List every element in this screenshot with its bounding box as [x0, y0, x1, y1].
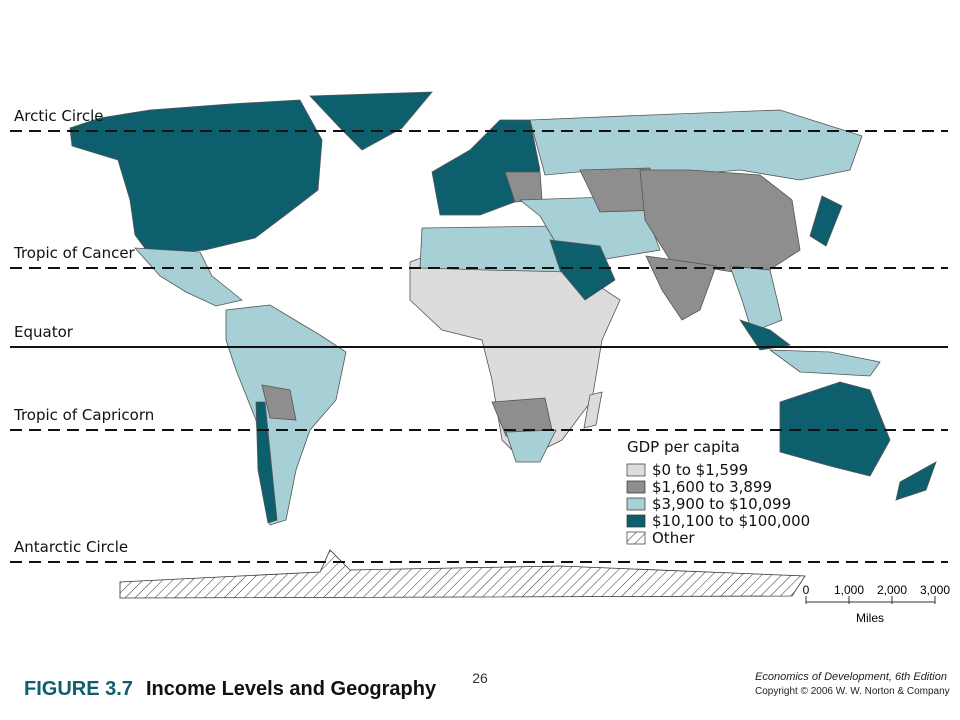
figure-title: Income Levels and Geography: [146, 678, 437, 700]
latitude-label: Antarctic Circle: [14, 538, 128, 556]
legend-swatch: [626, 463, 646, 477]
latitude-label: Arctic Circle: [14, 107, 104, 125]
china: [639, 169, 801, 277]
legend-title: GDP per capita: [627, 438, 740, 456]
legend-swatch: [626, 514, 646, 528]
india: [645, 255, 717, 321]
scale-label: 1,000: [834, 583, 864, 597]
antarctica: [119, 549, 806, 599]
scale-label: 0: [803, 583, 810, 597]
saudi-arabia: [549, 239, 616, 301]
chile: [255, 401, 278, 524]
scale-unit: Miles: [856, 611, 884, 625]
copyright: Copyright © 2006 W. W. Norton & Company: [755, 686, 950, 697]
book-title: Economics of Development, 6th Edition: [755, 671, 947, 683]
north-america: [69, 99, 323, 256]
world-map: [69, 91, 937, 599]
new-zealand: [895, 461, 937, 501]
scale-bar: Miles 0 1,000 2,000 3,000: [803, 583, 951, 625]
figure-label: FIGURE 3.7: [24, 678, 133, 700]
legend-label: $3,900 to $10,099: [652, 495, 791, 513]
legend-label: $0 to $1,599: [652, 461, 748, 479]
legend-label: $10,100 to $100,000: [652, 512, 810, 530]
greenland: [309, 91, 433, 151]
latitude-lines: Arctic Circle Tropic of Cancer Equator Trop…: [10, 107, 948, 563]
japan: [809, 195, 843, 247]
legend-label: Other: [652, 529, 695, 547]
latitude-label: Tropic of Cancer: [13, 244, 136, 262]
legend: GDP per capita $0 to $1,599$1,600 to 3,8…: [626, 438, 810, 547]
page-number: 26: [472, 670, 488, 686]
legend-swatch: [626, 531, 646, 545]
scale-label: 3,000: [920, 583, 950, 597]
legend-label: $1,600 to 3,899: [652, 478, 772, 496]
mexico: [134, 247, 243, 307]
bolivia: [261, 384, 297, 421]
madagascar: [583, 391, 603, 429]
north-africa: [419, 225, 571, 273]
latitude-label: Tropic of Capricorn: [13, 406, 154, 424]
indonesia: [768, 349, 881, 377]
russia: [529, 109, 863, 181]
malaysia: [739, 319, 791, 351]
legend-swatch: [626, 480, 646, 494]
latitude-label: Equator: [14, 323, 74, 341]
legend-swatch: [626, 497, 646, 511]
south-africa: [505, 429, 557, 463]
southeast-asia: [729, 265, 783, 333]
scale-label: 2,000: [877, 583, 907, 597]
